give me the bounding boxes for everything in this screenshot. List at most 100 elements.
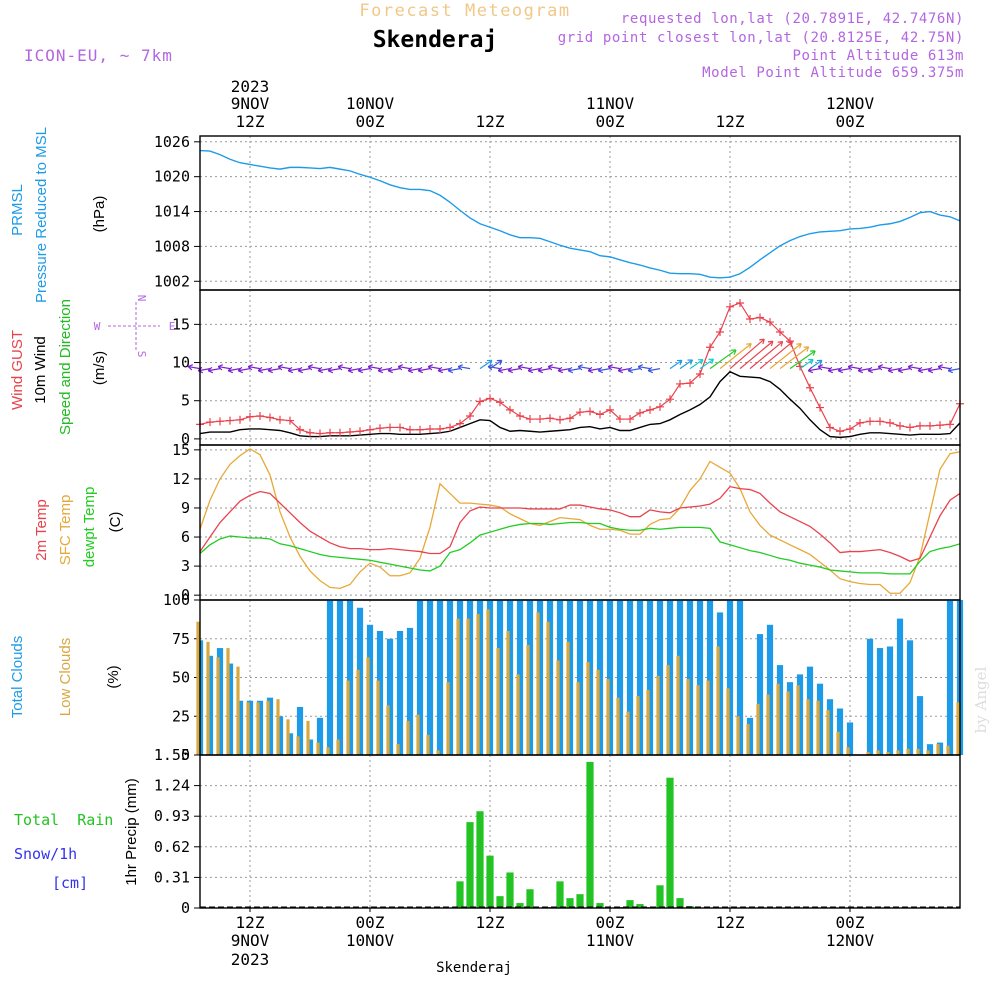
total-cloud-bar [356, 607, 364, 755]
low-cloud-bar [756, 703, 760, 755]
rain-bar [526, 889, 534, 908]
wind-gust-point [326, 428, 334, 437]
wind-gust-point [466, 411, 474, 420]
wind-gust-point [486, 394, 494, 403]
bottom-hour-label: 00Z [596, 913, 625, 932]
top-date-label: 12NOV [826, 94, 875, 113]
low-cloud-bar [616, 697, 620, 755]
wind-gust-point [646, 405, 654, 414]
wind-direction-arrow [558, 368, 571, 372]
total-cloud-bar [756, 634, 764, 755]
low-cloud-bar [536, 612, 540, 755]
y-tick-label: 25 [172, 707, 190, 725]
low-cloud-bar [376, 680, 380, 755]
wind-arrow-head [647, 366, 654, 374]
low-cloud-bar [686, 679, 690, 755]
low-cloud-bar [326, 747, 330, 755]
total-cloud-bar [236, 700, 244, 755]
wind-gust-point [886, 418, 894, 427]
wind-arrow-head [227, 366, 234, 374]
low-cloud-bar [546, 621, 550, 755]
total-cloud-bar [626, 600, 634, 755]
total-cloud-bar [836, 708, 844, 755]
wind-direction-arrow [749, 341, 784, 370]
wind-direction-arrow [548, 365, 561, 370]
rain-bar [636, 904, 644, 908]
wind-gust-point [856, 418, 864, 427]
total-cloud-bar [636, 600, 644, 755]
low-cloud-bar [826, 710, 830, 755]
wind-direction-arrow [818, 365, 831, 370]
wind-arrow-head [257, 366, 264, 374]
wind-direction-arrow [568, 368, 581, 372]
total-cloud-bar [816, 683, 824, 755]
wind-arrow-head [587, 366, 594, 374]
wind-direction-arrow [438, 368, 451, 372]
wind-direction-arrow [628, 368, 641, 372]
wind-gust-point [696, 369, 704, 378]
wind-direction-arrow [188, 365, 201, 370]
wind-arrow-head [537, 366, 544, 374]
wind-direction-arrow [458, 365, 471, 370]
wind-arrow-head [437, 366, 444, 374]
total-cloud-bar [536, 600, 544, 755]
wind-arrow-head [417, 366, 424, 374]
wind-direction-arrow [918, 368, 931, 372]
wind-gust-point [276, 415, 284, 424]
wind-arrow-head [427, 364, 434, 371]
temp-dewpt-label: dewpt Temp [81, 487, 98, 568]
wind-arrow-head [857, 366, 864, 374]
wind-gust-point [226, 416, 234, 425]
forecast-title: Forecast Meteogram [359, 1, 570, 21]
total-cloud-bar [256, 700, 264, 755]
wind-direction-arrow [729, 338, 765, 370]
wind-gust-point [376, 424, 384, 433]
wind-gust-point [826, 423, 834, 432]
y-tick-label: 0 [181, 899, 190, 917]
wind-arrow-head [837, 366, 844, 374]
total-cloud-bar [886, 646, 894, 755]
wind-direction-arrow [648, 368, 661, 372]
low-cloud-bar [366, 657, 370, 755]
temp-2m-line [199, 485, 961, 562]
low-cloud-bar [946, 745, 950, 755]
low-cloud-bar [496, 648, 500, 755]
wind-arrow-head [810, 350, 816, 356]
low-cloud-bar [916, 748, 920, 755]
wind-direction-arrow [479, 359, 493, 370]
wind-arrow-head [247, 364, 254, 371]
wind-gust-point [806, 383, 814, 392]
low-cloud-bar [386, 705, 390, 755]
wind-direction-arrow [268, 368, 281, 372]
total-clouds-label: Total Clouds [9, 636, 26, 719]
wind-arrow-head [708, 358, 715, 365]
wind-arrow-head [187, 364, 194, 371]
wind-gust-point [256, 411, 264, 420]
wind-gust-point [406, 425, 414, 434]
low-cloud-bar [316, 742, 320, 755]
panel-frame [199, 135, 961, 291]
wind-arrow-head [486, 359, 493, 366]
y-tick-label: 15 [172, 441, 190, 459]
wind-direction-arrow [809, 359, 823, 370]
total-cloud-bar [326, 600, 334, 755]
y-tick-label: 1008 [154, 237, 190, 255]
wind-direction-arrow [878, 365, 891, 370]
total-cloud-bar [786, 682, 794, 755]
total-cloud-bar [656, 600, 664, 755]
low-cloud-bar [306, 720, 310, 755]
y-tick-label: 1020 [154, 168, 190, 186]
low-cloud-bar [476, 613, 480, 755]
wind-arrow-head [759, 338, 765, 345]
pressure-line [199, 149, 961, 279]
top-date-label: 9NOV [231, 94, 270, 113]
pressure-msl-label: Pressure Reduced to MSL [33, 127, 50, 303]
low-clouds-label: Low Clouds [57, 638, 74, 716]
low-cloud-bar [776, 683, 780, 755]
wind-direction-arrow [308, 365, 321, 370]
low-cloud-bar [586, 662, 590, 755]
y-tick-label: 1026 [154, 133, 190, 151]
temp-unit: (C) [107, 512, 124, 533]
wind-gust-point [556, 415, 564, 424]
